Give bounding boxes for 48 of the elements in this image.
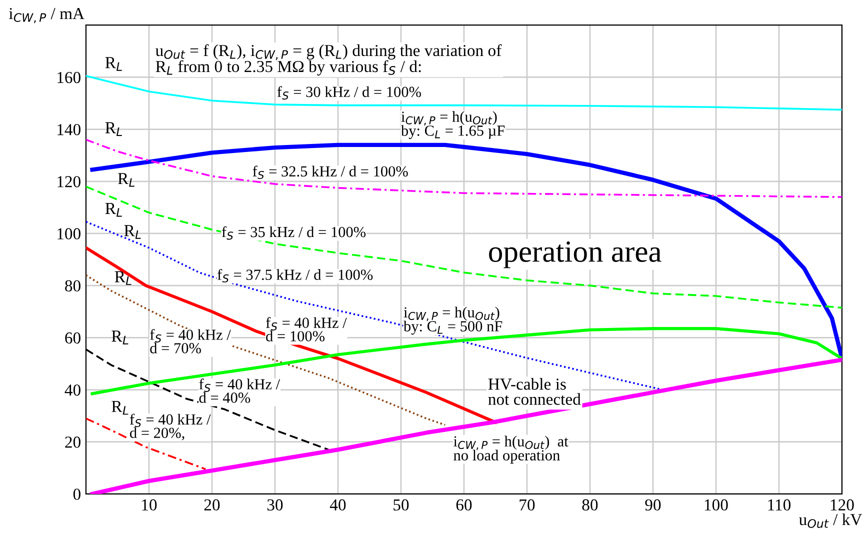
text: u$_{Out}$ = f (R$_{L}$), i$_{CW,P}$ = g (R$_{L}$) during the variation of R$_{L}$ from 0 to 2.35 MΩ by various f$_{S}$ / d: xyxy=(155,44,502,76)
series-label: f$_{S}$ = 37.5 kHz / d = 100% xyxy=(217,269,373,282)
line-series xyxy=(86,74,842,111)
y-axis-title: i$_{CW,P}$ / mA xyxy=(8,8,84,24)
y-tick-label: 40 xyxy=(64,384,80,396)
annotation: R$_{L}$ xyxy=(114,271,132,285)
x-tick-label: 90 xyxy=(645,499,661,511)
series-label: f$_{S}$ = 32.5 kHz / d = 100% xyxy=(252,166,408,180)
x-tick-label: 80 xyxy=(582,499,598,511)
line-series xyxy=(90,358,842,494)
series-label: f$_{S}$ = 40 kHz / d = 40% xyxy=(199,378,280,403)
x-axis-title: u$_{Out}$ / kV xyxy=(798,513,862,528)
x-tick-label: 40 xyxy=(330,499,346,511)
series-label: f$_{S}$ = 30 kHz / d = 100% xyxy=(277,86,422,100)
x-tick-label: 30 xyxy=(267,499,283,511)
annotation: R$_{L}$ xyxy=(124,225,141,239)
annotation: R$_{L}$ xyxy=(105,57,122,71)
y-tick-label: 80 xyxy=(65,280,80,292)
annotation: operation area xyxy=(489,241,662,268)
series-label: f$_{S}$ = 40 kHz / d = 70% xyxy=(150,329,231,354)
x-tick-label: 120 xyxy=(830,499,854,511)
y-tick-label: 140 xyxy=(58,124,80,136)
annotation: R$_{L}$ xyxy=(112,330,128,344)
x-tick-label: 110 xyxy=(768,499,791,511)
line-series xyxy=(86,138,842,198)
y-tick-label: 0 xyxy=(73,488,80,500)
annotation: R$_{L}$ xyxy=(105,203,122,217)
y-tick-label: 100 xyxy=(58,228,80,240)
y-tick-label: 160 xyxy=(58,72,80,84)
annotation: R$_{L}$ xyxy=(118,173,135,187)
x-tick-label: 60 xyxy=(456,499,472,511)
y-tick-label: 20 xyxy=(65,436,80,448)
series-label: i$_{CW,P}$ = h(u$_{Out}$) at no load operation xyxy=(454,436,568,464)
text: i$_{CW,P}$ = h(u$_{Out}$) by: C$_{L}$ = 1.65 µF xyxy=(400,111,505,139)
x-tick-label: 10 xyxy=(142,499,157,511)
series-label: f$_{S}$ = 35 kHz / d = 100% xyxy=(222,226,366,240)
annotation: R$_{L}$ xyxy=(112,401,128,415)
x-tick-label: 70 xyxy=(520,499,535,511)
series-label: f$_{S}$ = 40 kHz / d = 100% xyxy=(266,317,347,342)
annotation: HV-cable is not connected xyxy=(488,378,581,405)
y-tick-label: 120 xyxy=(58,176,80,188)
x-tick-label: 20 xyxy=(204,499,220,511)
x-tick-label: 50 xyxy=(394,499,409,511)
y-tick-label: 60 xyxy=(65,332,80,344)
x-tick-label: 100 xyxy=(704,499,728,511)
text: i$_{CW,P}$ = h(u$_{Out}$) by: C$_{L}$ = 500 nF xyxy=(403,306,502,335)
annotation: R$_{L}$ xyxy=(105,122,122,136)
series-label: f$_{S}$ = 40 kHz / d = 20%, xyxy=(130,414,211,440)
